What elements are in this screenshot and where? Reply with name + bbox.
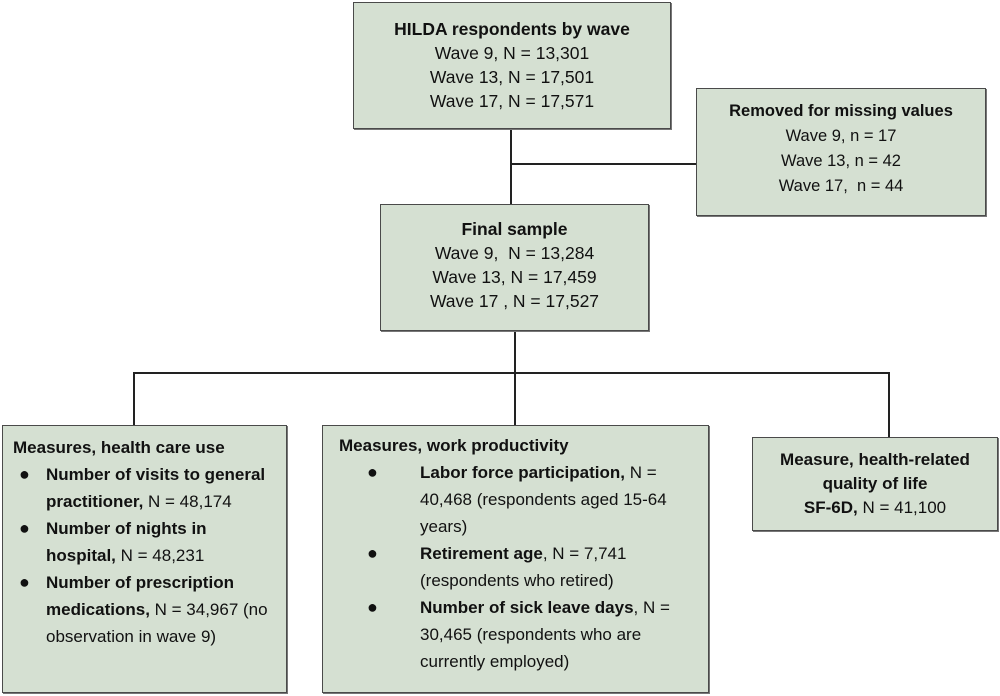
connector-final-to-branch (514, 331, 516, 425)
list-item: ● Number of nights in hospital, N = 48,2… (13, 515, 280, 569)
hilda-wave-17: Wave 17, N = 17,571 (429, 91, 595, 111)
health-care-title: Measures, health care use (13, 438, 225, 457)
bullet-icon: ● (19, 518, 30, 538)
hrqol-title-line-2: quality of life (822, 474, 928, 493)
hilda-respondents-box: HILDA respondents by wave Wave 9, N = 13… (353, 2, 671, 129)
removed-title: Removed for missing values (729, 102, 953, 120)
bullet-icon: ● (367, 462, 378, 482)
hrqol-sf6d: SF-6D, N = 41,100 (803, 498, 947, 517)
bullet-icon: ● (19, 572, 30, 592)
list-item: ● Number of prescription medications, N … (13, 569, 280, 650)
work-title: Measures, work productivity (339, 436, 569, 455)
connector-to-hrqol (888, 372, 890, 437)
hrqol-measure-box: Measure, health-related quality of life … (752, 437, 998, 531)
bullet-icon: ● (367, 597, 378, 617)
work-list: ● Labor force participation, N = 40,468 … (339, 459, 702, 675)
list-item: ● Labor force participation, N = 40,468 … (339, 459, 702, 540)
final-title: Final sample (461, 219, 568, 239)
list-item: ● Number of sick leave days, N = 30,465 … (339, 594, 702, 675)
final-sample-box: Final sample Wave 9, N = 13,284 Wave 13,… (380, 204, 649, 331)
health-care-measures-box: Measures, health care use ● Number of vi… (2, 425, 287, 693)
work-productivity-measures-box: Measures, work productivity ● Labor forc… (322, 425, 709, 693)
removed-wave-9: Wave 9, n = 17 (785, 127, 897, 145)
hilda-title: HILDA respondents by wave (394, 19, 630, 39)
removed-wave-13: Wave 13, n = 42 (780, 152, 901, 170)
final-wave-17: Wave 17 , N = 17,527 (429, 291, 600, 311)
connector-to-health-care (133, 372, 135, 425)
connector-to-removed (510, 163, 696, 165)
final-wave-9: Wave 9, N = 13,284 (434, 243, 595, 263)
bullet-icon: ● (367, 543, 378, 563)
list-item: ● Retirement age, N = 7,741 (respondents… (339, 540, 702, 594)
removed-wave-17: Wave 17, n = 44 (778, 177, 904, 195)
removed-missing-box: Removed for missing values Wave 9, n = 1… (696, 88, 986, 216)
hilda-wave-13: Wave 13, N = 17,501 (429, 67, 595, 87)
connector-hilda-to-final (510, 129, 512, 204)
list-item: ● Number of visits to general practition… (13, 461, 280, 515)
final-wave-13: Wave 13, N = 17,459 (432, 267, 597, 287)
connector-branch-horizontal (133, 372, 889, 374)
bullet-icon: ● (19, 464, 30, 484)
hilda-wave-9: Wave 9, N = 13,301 (434, 43, 590, 63)
hrqol-title-line-1: Measure, health-related (780, 450, 970, 469)
health-care-list: ● Number of visits to general practition… (13, 461, 280, 650)
